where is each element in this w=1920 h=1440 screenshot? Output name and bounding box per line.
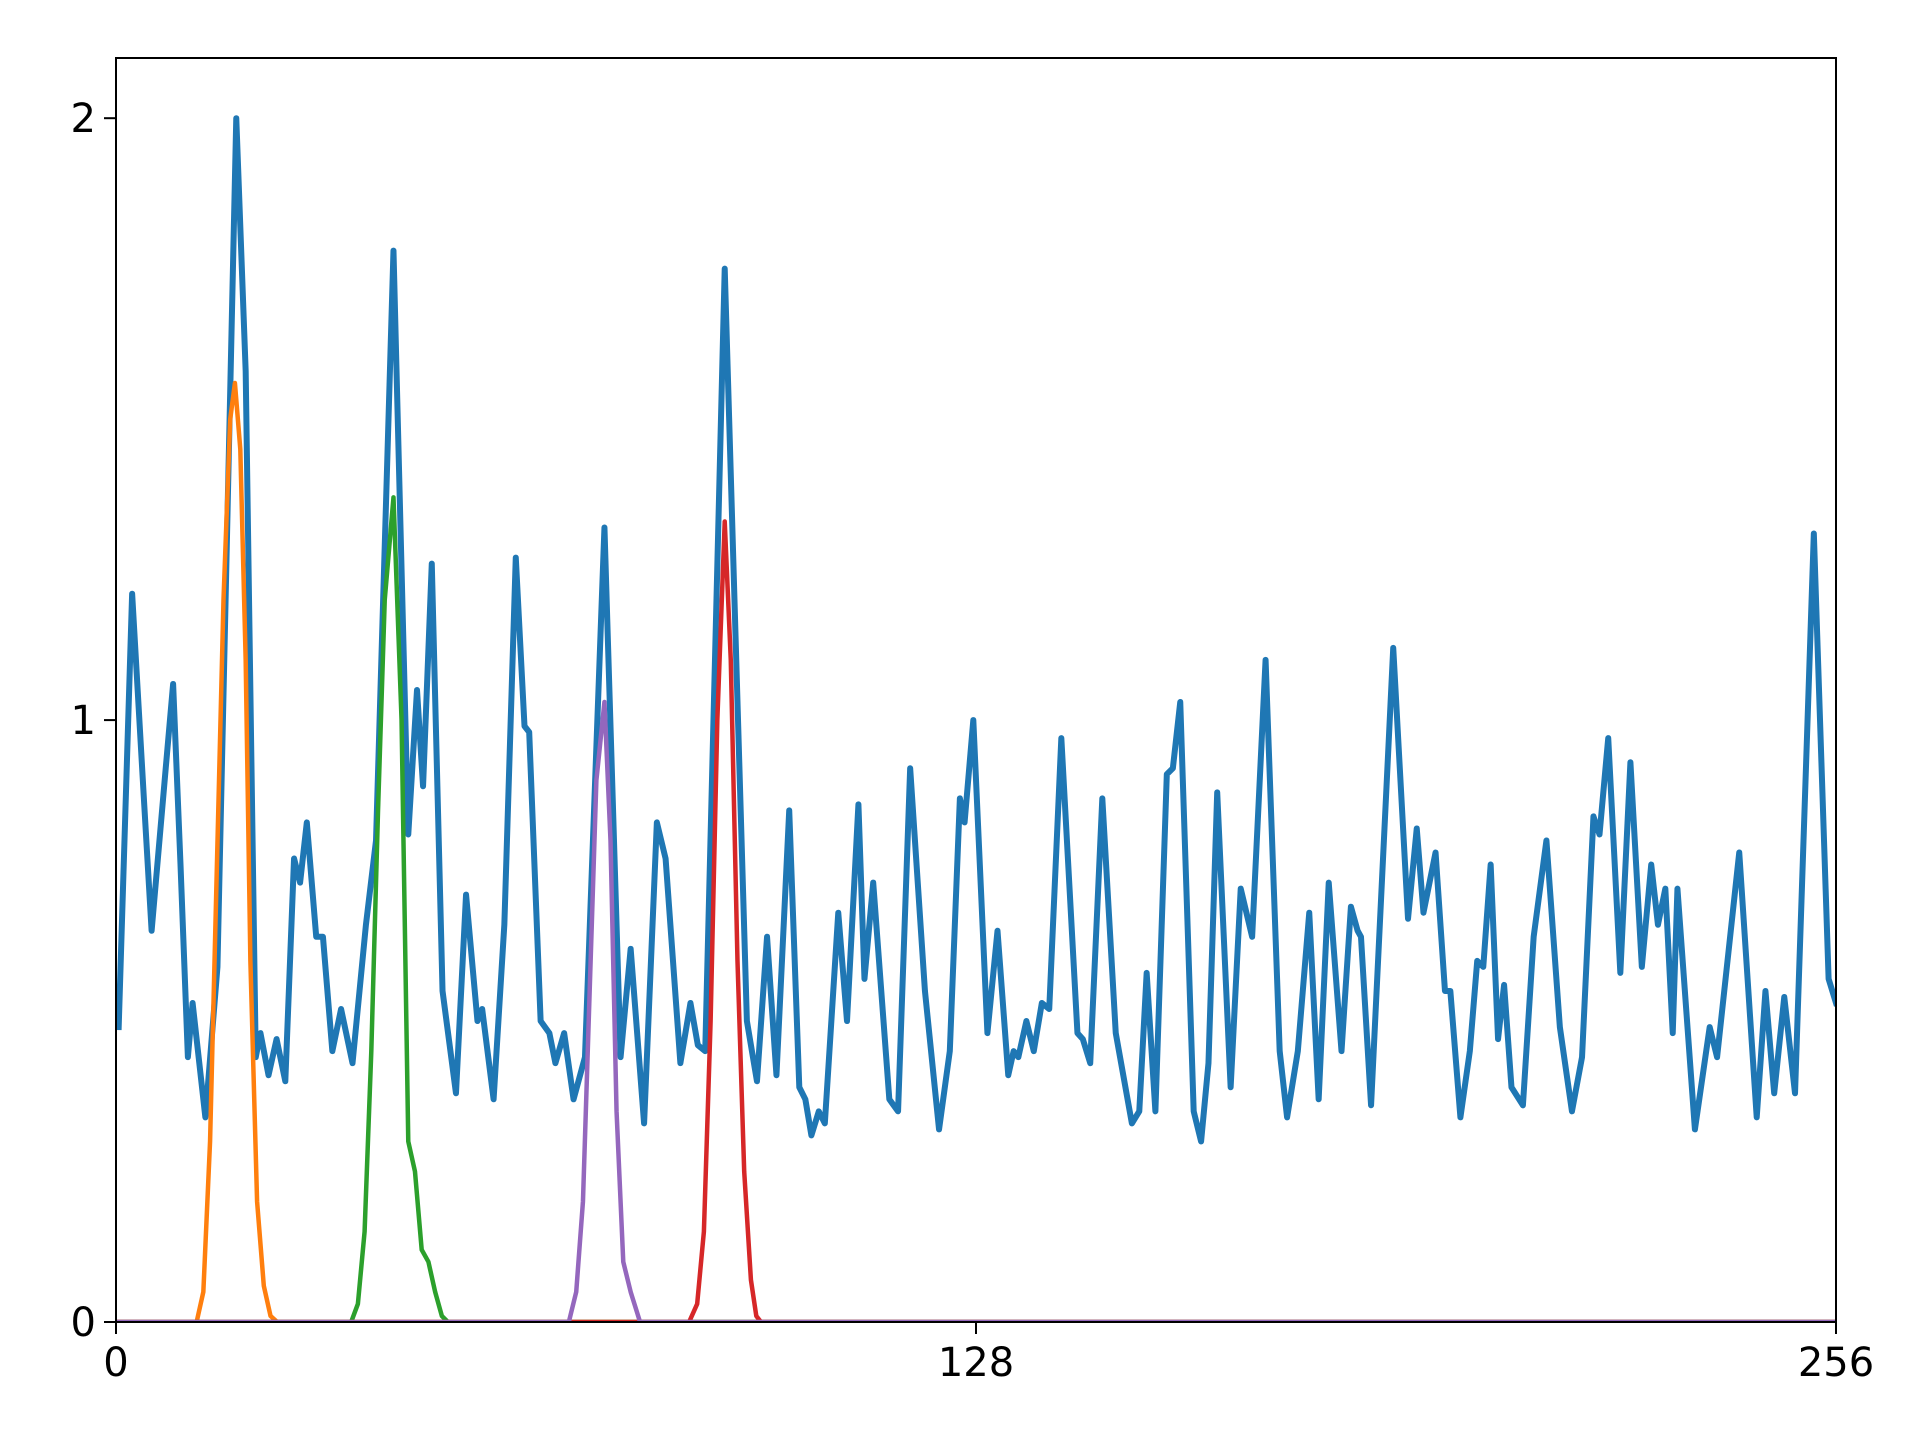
series-line (116, 380, 1836, 1322)
series-line (116, 115, 1836, 1145)
axes-frame (115, 57, 1837, 1323)
y-tick-label: 0 (71, 1300, 96, 1346)
x-tick-label: 256 (1798, 1340, 1874, 1386)
y-tick-label: 2 (71, 96, 96, 142)
series-line (116, 495, 1836, 1322)
y-tick-label: 1 (71, 698, 96, 744)
series-line (116, 699, 1836, 1322)
x-tick-label: 128 (938, 1340, 1014, 1386)
series-line (116, 519, 1836, 1322)
x-tick-label: 0 (103, 1340, 128, 1386)
